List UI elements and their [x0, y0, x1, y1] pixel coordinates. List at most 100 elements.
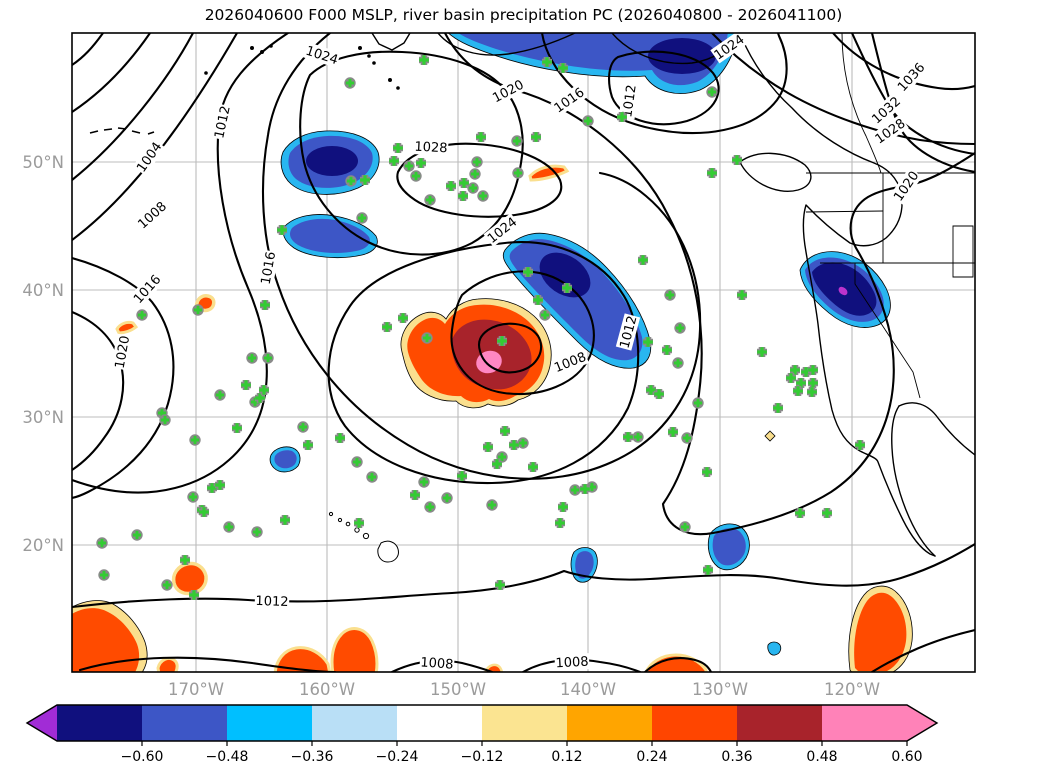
- x-tick-label: 170°W: [168, 680, 224, 699]
- station-plus-marker: [528, 462, 538, 472]
- y-axis-labels: 50°N40°N30°N20°N: [22, 153, 64, 555]
- station-plus-marker: [389, 156, 399, 166]
- station-plus-marker: [773, 403, 783, 413]
- station-circle-marker: [96, 537, 107, 548]
- contour-label: 1008: [554, 653, 589, 671]
- station-circle-marker: [161, 579, 172, 590]
- x-axis-labels: 170°W160°W150°W140°W130°W120°W: [168, 680, 880, 699]
- colorbar-segment: [227, 705, 312, 741]
- colorbar-tick-label: 0.36: [721, 749, 752, 765]
- station-plus-marker: [483, 442, 493, 452]
- station-plus-marker: [702, 467, 712, 477]
- x-tick-label: 160°W: [299, 680, 355, 699]
- contour-label: 1028: [413, 138, 448, 156]
- station-circle-marker: [131, 529, 142, 540]
- station-circle-marker: [262, 352, 273, 363]
- station-plus-marker: [458, 191, 468, 201]
- x-tick-label: 150°W: [430, 680, 486, 699]
- station-plus-marker: [446, 181, 456, 191]
- colorbar-segment: [737, 705, 822, 741]
- colorbar-tick-label: −0.48: [206, 749, 249, 765]
- station-plus-marker: [335, 433, 345, 443]
- colorbar: −0.60−0.48−0.36−0.24−0.120.120.240.360.4…: [27, 705, 937, 765]
- shade-neg-nw-core: [306, 146, 358, 176]
- station-plus-marker: [393, 143, 403, 153]
- station-circle-marker: [674, 322, 685, 333]
- station-plus-marker: [354, 518, 364, 528]
- station-circle-marker: [189, 434, 200, 445]
- svg-text:1012: 1012: [255, 594, 289, 610]
- station-plus-marker: [303, 440, 313, 450]
- x-tick-label: 120°W: [824, 680, 880, 699]
- station-circle-marker: [187, 491, 198, 502]
- station-circle-marker: [345, 175, 356, 186]
- isobar: [72, 33, 150, 112]
- station-circle-marker: [159, 414, 170, 425]
- station-circle-marker: [706, 86, 717, 97]
- colorbar-tick-label: 0.48: [806, 749, 837, 765]
- station-plus-marker: [822, 508, 832, 518]
- station-circle-marker: [539, 309, 550, 320]
- station-circle-marker: [421, 332, 432, 343]
- svg-text:1012: 1012: [212, 104, 234, 139]
- station-plus-marker: [459, 178, 469, 188]
- station-circle-marker: [569, 484, 580, 495]
- wa-or-border: [806, 211, 883, 212]
- vancouver-island: [740, 153, 811, 191]
- colorbar-tick-label: −0.12: [461, 749, 504, 765]
- station-plus-marker: [260, 300, 270, 310]
- station-plus-marker: [280, 515, 290, 525]
- station-circle-marker: [246, 352, 257, 363]
- shade-pos-small-4: [174, 564, 206, 594]
- isobar: [72, 33, 103, 65]
- alaska-peninsula-coast: [372, 33, 410, 50]
- station-circle-marker: [214, 389, 225, 400]
- station-circle-marker: [486, 499, 497, 510]
- colorbar-segment: [142, 705, 227, 741]
- station-circle-marker: [681, 432, 692, 443]
- colorbar-segment: [652, 705, 737, 741]
- svg-text:1028: 1028: [414, 140, 448, 157]
- station-circle-marker: [366, 471, 377, 482]
- station-circle-marker: [351, 456, 362, 467]
- svg-text:1008: 1008: [555, 655, 589, 672]
- station-circle-marker: [477, 190, 488, 201]
- station-plus-marker: [737, 290, 747, 300]
- svg-text:1024: 1024: [304, 44, 340, 68]
- baja-east-coast: [892, 406, 935, 556]
- station-plus-marker: [757, 347, 767, 357]
- station-circle-marker: [467, 182, 478, 193]
- colorbar-tick-label: 0.24: [636, 749, 667, 765]
- station-plus-marker: [410, 490, 420, 500]
- station-circle-marker: [136, 309, 147, 320]
- shade-pos-small-2: [117, 322, 136, 333]
- colorbar-segment: [397, 705, 482, 741]
- svg-text:1020: 1020: [113, 335, 134, 370]
- station-circle-marker: [664, 289, 675, 300]
- station-plus-marker: [707, 168, 717, 178]
- weather-map: 1004100810121016102010161024102010161012…: [0, 0, 1047, 765]
- station-circle-marker: [511, 135, 522, 146]
- station-plus-marker: [807, 387, 817, 397]
- isobar-1020-west: [72, 312, 123, 470]
- station-circle-marker: [403, 160, 414, 171]
- y-tick-label: 20°N: [22, 536, 64, 555]
- station-plus-marker: [638, 255, 648, 265]
- aleutian-islands: [90, 45, 399, 134]
- station-plus-marker: [668, 427, 678, 437]
- station-circle-marker: [512, 167, 523, 178]
- station-circle-marker: [441, 492, 452, 503]
- contour-label: 1012: [255, 592, 290, 610]
- station-plus-marker: [623, 432, 633, 442]
- station-circle-marker: [424, 501, 435, 512]
- station-circle-marker: [297, 421, 308, 432]
- y-tick-label: 50°N: [22, 153, 64, 172]
- shade-pos-south-4: [332, 629, 377, 674]
- station-plus-marker: [382, 322, 392, 332]
- colorbar-tick-label: −0.24: [376, 749, 419, 765]
- contour-label: 1024: [303, 42, 341, 68]
- colorbar-segment: [312, 705, 397, 741]
- x-tick-label: 140°W: [560, 680, 616, 699]
- colorbar-segment: [822, 705, 907, 741]
- station-plus-marker: [509, 440, 519, 450]
